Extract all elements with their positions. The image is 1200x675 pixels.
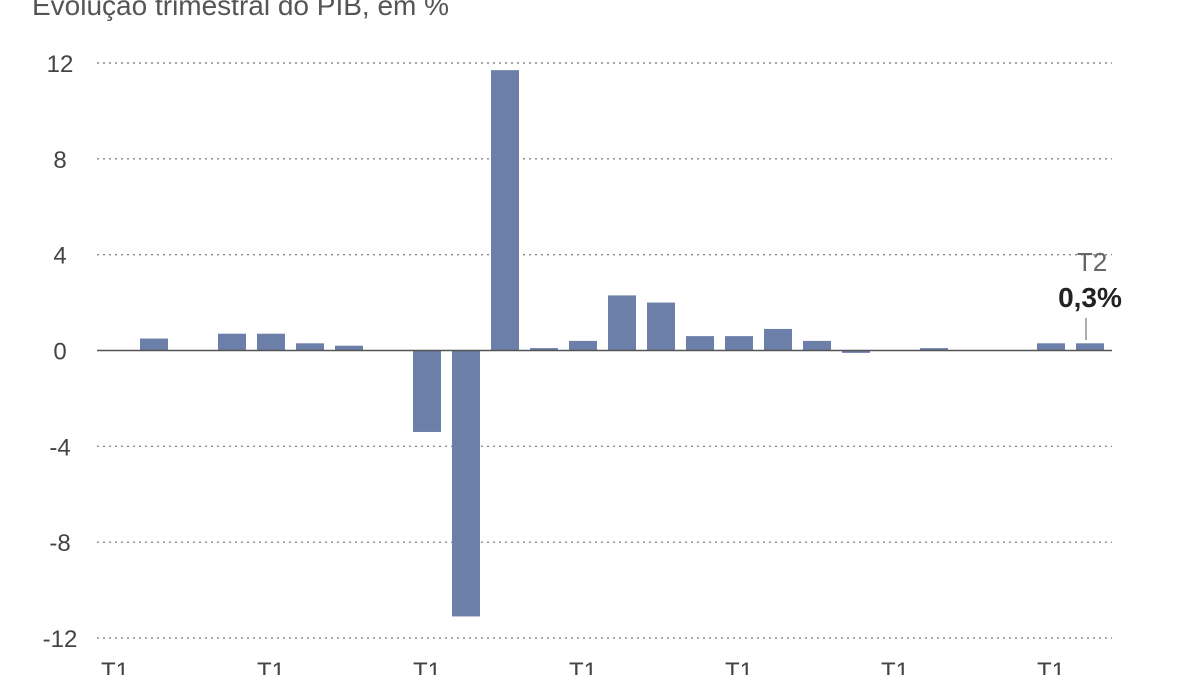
y-tick-label: 12 xyxy=(47,51,74,78)
y-tick-label: -8 xyxy=(49,530,70,557)
x-tick-label: T1 xyxy=(101,658,129,675)
y-tick-label: 0 xyxy=(53,339,66,366)
y-tick-label: -4 xyxy=(49,434,70,461)
annotation-value: 0,3% xyxy=(1058,282,1122,313)
bar xyxy=(725,336,753,351)
chart-subtitle: Evolução trimestral do PIB, em % xyxy=(32,0,450,21)
bar xyxy=(1037,343,1065,351)
bar xyxy=(218,333,246,351)
bar xyxy=(335,345,363,351)
bar xyxy=(257,333,285,351)
bar xyxy=(647,302,675,351)
bar xyxy=(569,340,597,351)
bar xyxy=(296,343,324,351)
bar xyxy=(920,348,948,351)
bar xyxy=(608,295,636,351)
bar xyxy=(764,328,792,351)
annotation-quarter: T2 xyxy=(1077,247,1107,277)
bar xyxy=(452,350,480,617)
y-tick-label: -12 xyxy=(43,626,78,653)
bar xyxy=(686,336,714,351)
bar xyxy=(140,338,168,351)
x-tick-label: T1 xyxy=(257,658,285,675)
bar xyxy=(842,350,870,353)
x-tick-label: T1 xyxy=(725,658,753,675)
bar xyxy=(413,350,441,432)
bar xyxy=(491,70,519,351)
bar xyxy=(530,348,558,351)
x-tick-label: T1 xyxy=(569,658,597,675)
y-tick-label: 8 xyxy=(53,147,66,174)
bar xyxy=(803,340,831,351)
x-tick-label: T1 xyxy=(881,658,909,675)
x-tick-label: T1 xyxy=(413,658,441,675)
x-tick-label: T1 xyxy=(1037,658,1065,675)
y-tick-label: 4 xyxy=(53,243,66,270)
bar xyxy=(1076,343,1104,351)
